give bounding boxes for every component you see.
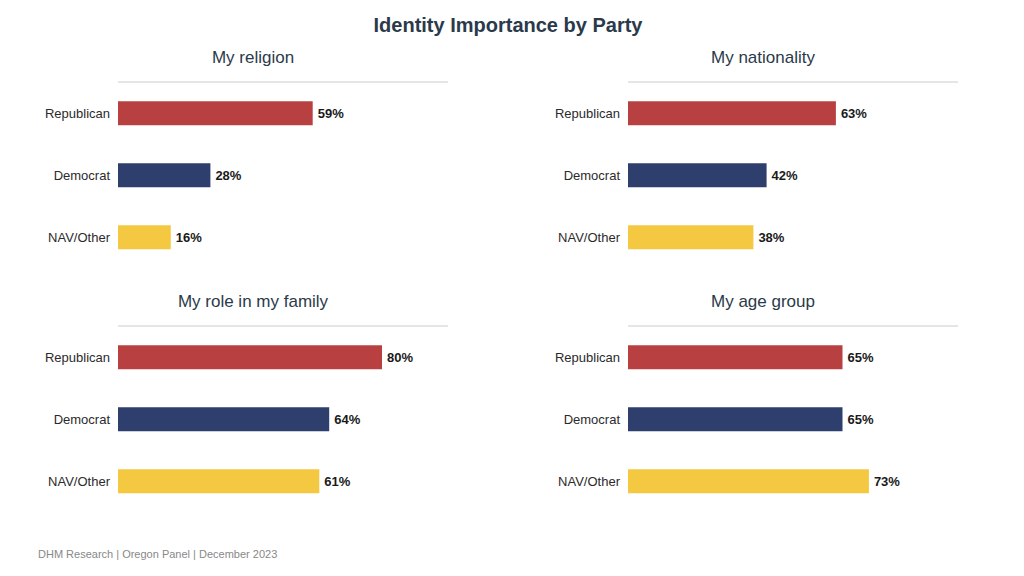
svg-text:Democrat: Democrat — [54, 412, 111, 427]
svg-text:65%: 65% — [848, 412, 874, 427]
svg-text:28%: 28% — [215, 168, 241, 183]
svg-text:Republican: Republican — [555, 350, 620, 365]
svg-text:NAV/Other: NAV/Other — [558, 474, 621, 489]
svg-text:64%: 64% — [334, 412, 360, 427]
svg-text:16%: 16% — [176, 230, 202, 245]
svg-text:80%: 80% — [387, 350, 413, 365]
svg-text:42%: 42% — [772, 168, 798, 183]
svg-text:Democrat: Democrat — [564, 412, 621, 427]
svg-text:NAV/Other: NAV/Other — [558, 230, 621, 245]
svg-text:NAV/Other: NAV/Other — [48, 474, 111, 489]
html-text:My nationality: My nationality — [711, 48, 815, 67]
svg-text:NAV/Other: NAV/Other — [48, 230, 111, 245]
svg-text:Republican: Republican — [45, 106, 110, 121]
html-text:My religion: My religion — [211, 48, 295, 67]
svg-text:38%: 38% — [758, 230, 784, 245]
html-text:DHM Research | Oregon Panel |: DHM Research | Oregon Panel | December 2… — [38, 548, 278, 560]
svg-text:61%: 61% — [324, 474, 350, 489]
svg-text:73%: 73% — [874, 474, 900, 489]
html-text:My age group: My age group — [711, 292, 815, 311]
svg-text:65%: 65% — [848, 350, 874, 365]
svg-text:Republican: Republican — [45, 350, 110, 365]
svg-text:Democrat: Democrat — [564, 168, 621, 183]
svg-text:Republican: Republican — [555, 106, 620, 121]
html-text:Identity Importance by Party: Identity Importance by Party — [373, 14, 643, 36]
svg-text:63%: 63% — [841, 106, 867, 121]
svg-text:Democrat: Democrat — [54, 168, 111, 183]
html-text:My role in my family: My role in my family — [177, 292, 329, 311]
svg-text:59%: 59% — [318, 106, 344, 121]
